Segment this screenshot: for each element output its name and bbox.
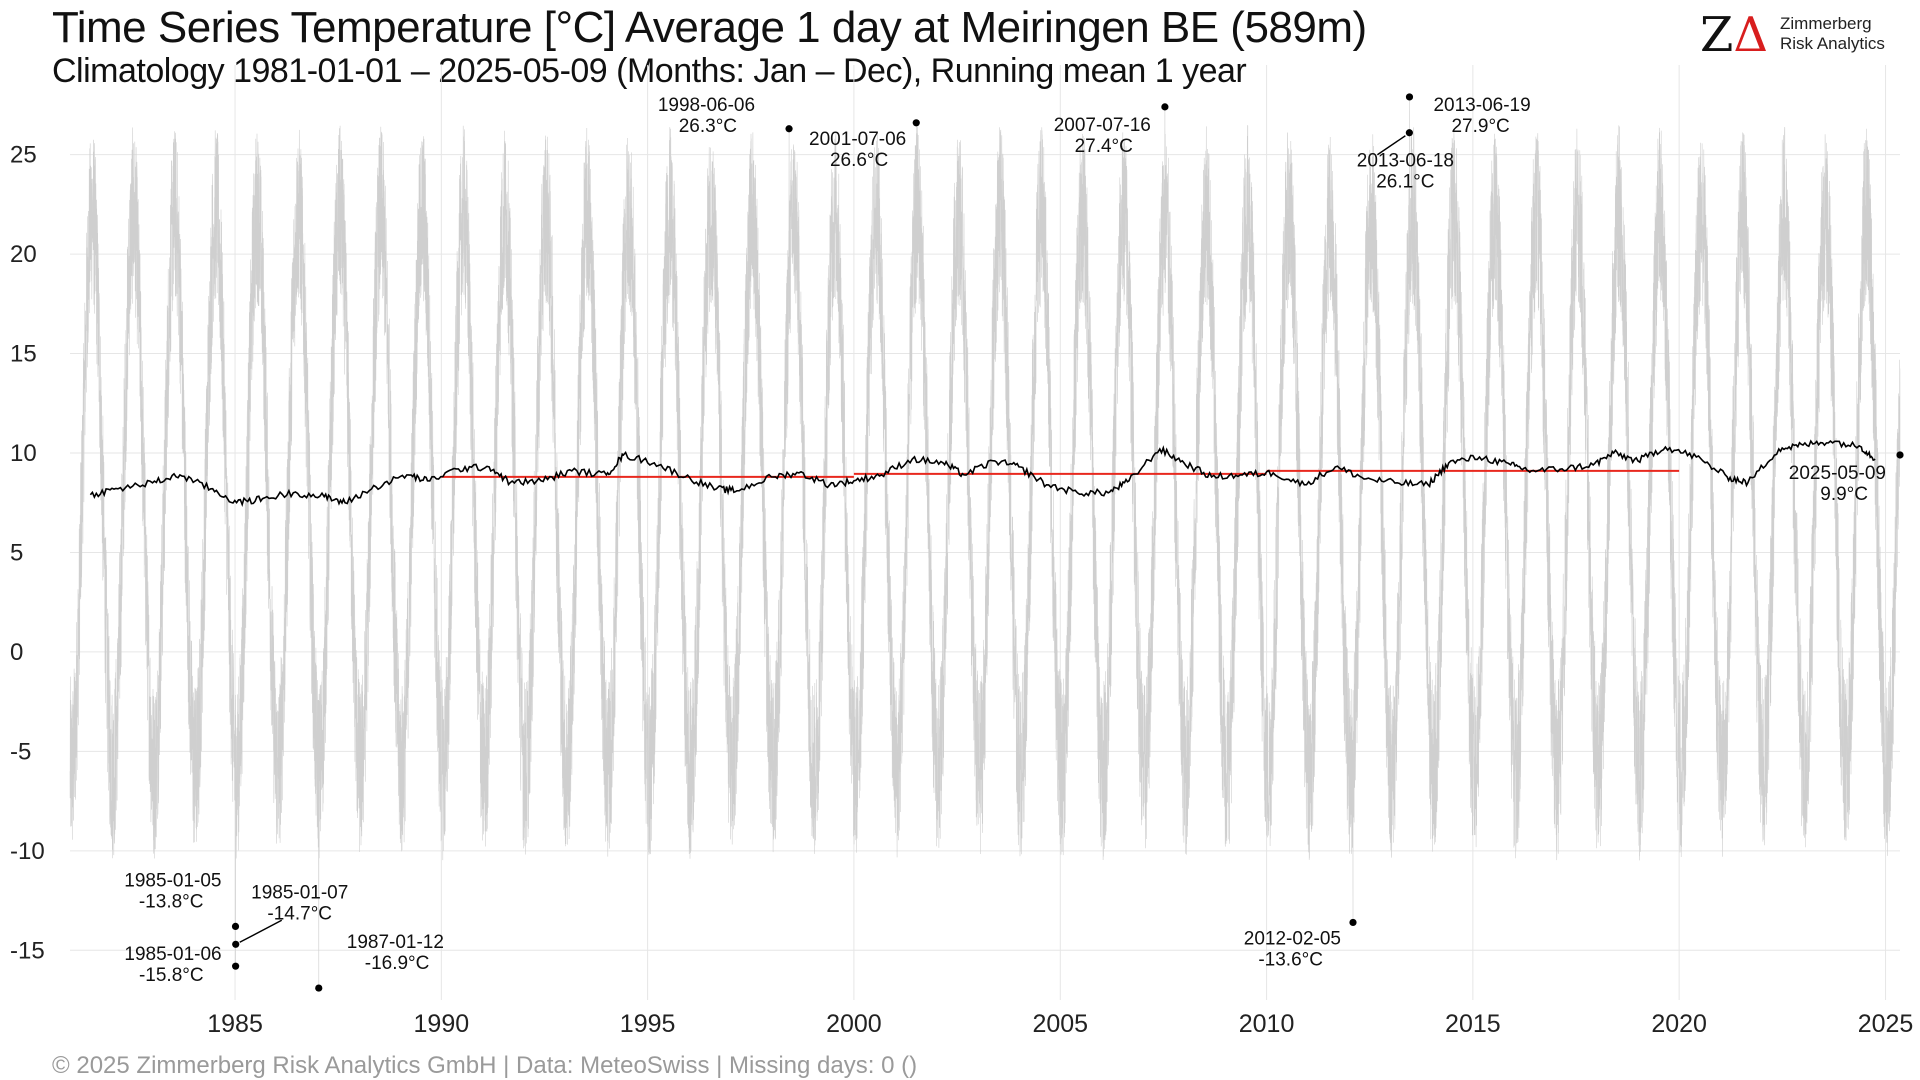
x-tick-label: 2020: [1651, 1010, 1707, 1038]
annotation-date-label: 2013-06-19: [1433, 95, 1530, 116]
daily-series-line: [69, 96, 1901, 989]
logo-letter-z: Z: [1700, 7, 1734, 63]
annotation-date-label: 1998-06-06: [658, 95, 755, 116]
y-tick-label: 5: [10, 539, 23, 566]
annotation-point: [1161, 103, 1169, 111]
annotation-point: [1349, 918, 1357, 927]
annotation-value-label: 9.9°C: [1820, 484, 1868, 505]
x-tick-label: 1985: [207, 1010, 263, 1038]
annotation-value-label: -15.8°C: [139, 965, 204, 986]
annotation-date-label: 1985-01-06: [124, 944, 221, 965]
annotation-value-label: 27.4°C: [1075, 136, 1133, 157]
annotation-value-label: 26.1°C: [1376, 172, 1434, 193]
annotation-point: [231, 922, 240, 931]
annotation-value-label: -16.9°C: [365, 953, 430, 974]
annotation-date-label: 2025-05-09: [1789, 463, 1886, 484]
x-tick-label: 2010: [1239, 1010, 1295, 1038]
x-tick-label: 2015: [1445, 1010, 1501, 1038]
annotation-point: [315, 984, 323, 992]
annotation-point: [232, 940, 240, 948]
annotation-date-label: 2007-07-16: [1054, 115, 1151, 136]
annotation-date-label: 2001-07-06: [809, 129, 906, 150]
annotation-point: [912, 119, 920, 127]
y-tick-label: 15: [10, 341, 37, 368]
y-tick-label: -15: [10, 937, 45, 964]
annotation-date-label: 2013-06-18: [1357, 151, 1454, 172]
logo-wordmark: Zimmerberg Risk Analytics: [1780, 14, 1885, 54]
annotation-point: [1405, 93, 1414, 101]
company-logo: ZΔ Zimmerberg Risk Analytics: [1700, 10, 1900, 60]
annotation-date-label: 1985-01-07: [251, 882, 348, 903]
y-tick-label: 25: [10, 142, 37, 169]
annotation-value-label: 27.9°C: [1451, 116, 1509, 137]
annotation-leader: [239, 919, 283, 943]
annotation-value-label: -13.6°C: [1258, 949, 1323, 970]
x-tick-label: 2000: [826, 1010, 882, 1038]
y-tick-label: -5: [10, 738, 31, 765]
footer-caption: © 2025 Zimmerberg Risk Analytics GmbH | …: [52, 1052, 918, 1079]
x-tick-label: 2025: [1858, 1010, 1914, 1038]
y-tick-label: 10: [10, 440, 37, 467]
annotation-value-label: 26.6°C: [830, 150, 888, 171]
x-tick-label: 1995: [620, 1010, 676, 1038]
annotation-date-label: 2012-02-05: [1244, 928, 1341, 949]
logo-delta-icon: Δ: [1733, 7, 1769, 63]
annotation-value-label: 26.3°C: [679, 116, 737, 137]
daily-temperature-series: [69, 96, 1901, 989]
annotation-point: [232, 962, 240, 970]
chart-title: Time Series Temperature [°C] Average 1 d…: [52, 3, 1367, 52]
annotation-leader: [1376, 135, 1406, 156]
y-tick-label: 20: [10, 241, 37, 268]
logo-line-2: Risk Analytics: [1780, 34, 1885, 53]
annotation-date-label: 1987-01-12: [347, 932, 444, 953]
running-mean-line: [89, 439, 1876, 508]
y-tick-label: 0: [10, 639, 23, 666]
annotation-date-label: 1985-01-05: [124, 870, 221, 891]
annotation-value-label: -14.7°C: [267, 903, 332, 924]
x-tick-label: 1990: [414, 1010, 470, 1038]
logo-mark: ZΔ: [1700, 10, 1768, 60]
annotation-value-label: -13.8°C: [139, 891, 204, 912]
logo-line-1: Zimmerberg: [1780, 14, 1872, 33]
annotation-point: [785, 125, 793, 133]
annotation-point: [1405, 129, 1413, 137]
y-tick-label: -10: [10, 838, 45, 865]
annotation-point: [1896, 451, 1904, 459]
chart-subtitle: Climatology 1981-01-01 – 2025-05-09 (Mon…: [52, 52, 1247, 90]
running-mean-series: [89, 439, 1876, 508]
x-tick-label: 2005: [1032, 1010, 1088, 1038]
